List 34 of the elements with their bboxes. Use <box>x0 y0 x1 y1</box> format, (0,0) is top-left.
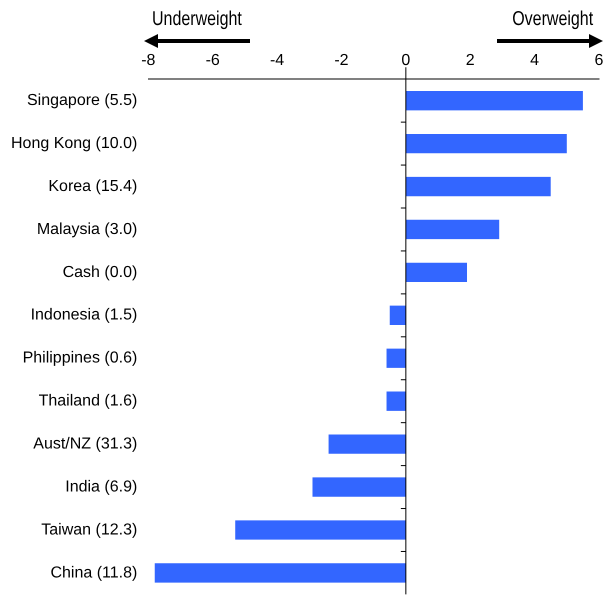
bar <box>154 563 406 583</box>
x-tick-label: -4 <box>270 52 284 70</box>
y-tick-label: Thailand (1.6) <box>38 392 138 410</box>
x-tick-label: -2 <box>334 52 349 70</box>
y-tick-label: Cash (0.0) <box>62 264 138 281</box>
x-tick-label: 6 <box>594 52 604 70</box>
x-tick-label: -6 <box>206 52 220 70</box>
x-tick-label: 4 <box>530 52 540 70</box>
text: Underweight <box>152 8 242 31</box>
bar <box>390 306 406 325</box>
bar <box>406 176 551 196</box>
y-tick-label: Korea (15.4) <box>48 178 138 195</box>
x-tick-label: 2 <box>466 52 475 70</box>
y-tick-label: Philippines (0.6) <box>22 350 138 367</box>
y-tick-label: Malaysia (3.0) <box>36 220 138 238</box>
bar <box>328 434 406 454</box>
bar <box>386 392 406 411</box>
y-tick-label: Aust/NZ (31.3) <box>33 436 138 453</box>
bar <box>406 134 567 154</box>
y-tick-label: India (6.9) <box>65 478 138 496</box>
y-tick-label: Singapore (5.5) <box>27 92 138 110</box>
bar <box>312 477 406 497</box>
bar <box>386 348 406 368</box>
y-tick-label: China (11.8) <box>50 564 138 582</box>
bar <box>406 220 500 240</box>
y-tick-label: Hong Kong (10.0) <box>10 135 138 152</box>
y-tick-label: Taiwan (12.3) <box>41 521 138 538</box>
y-tick-label: Indonesia (1.5) <box>30 306 138 324</box>
text: Overweight <box>512 8 593 31</box>
x-tick-label: -8 <box>141 52 156 70</box>
x-tick-label: 0 <box>401 52 410 70</box>
bar <box>235 520 406 540</box>
bar <box>406 262 468 282</box>
bar <box>406 91 583 110</box>
